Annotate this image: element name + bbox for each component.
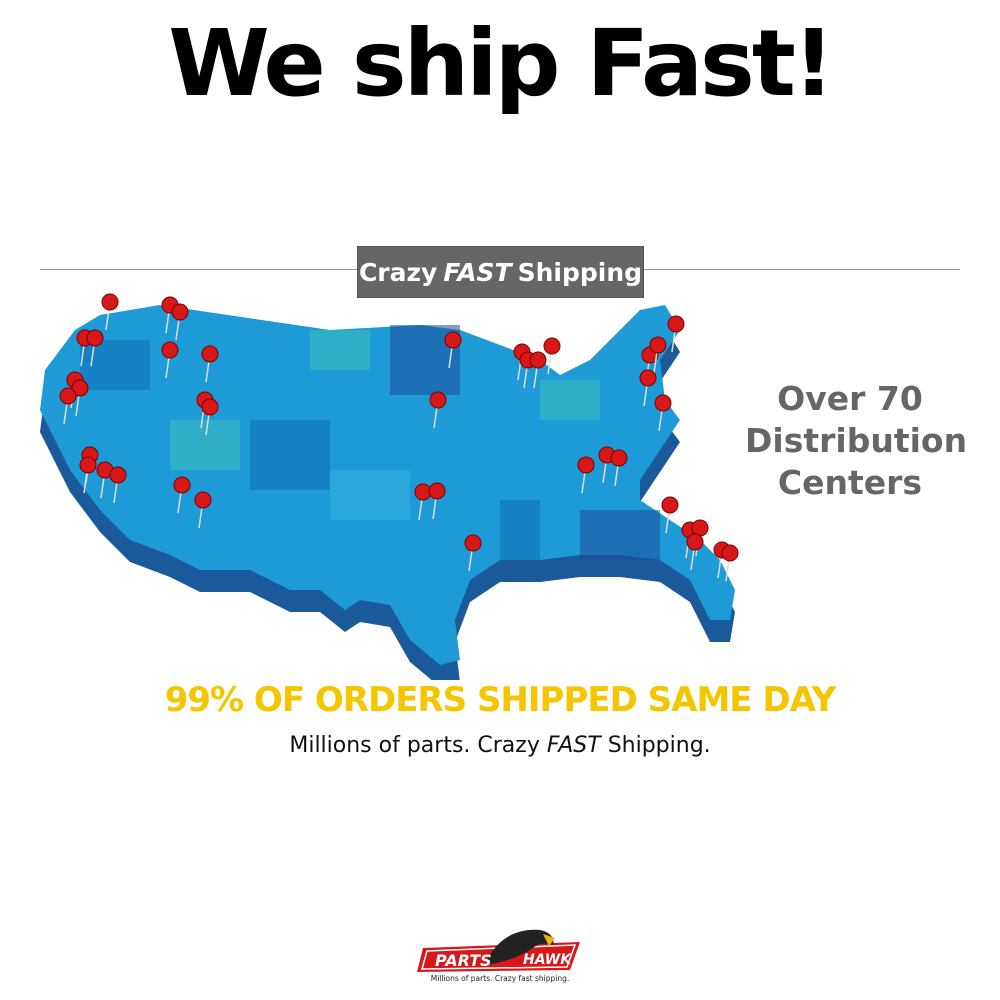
banner-post: Shipping	[517, 257, 643, 287]
callout-line-1: Over 70	[777, 379, 923, 418]
distribution-pin	[173, 476, 191, 514]
distribution-pin	[428, 482, 446, 520]
distribution-pin	[444, 331, 462, 369]
distribution-pin	[610, 449, 628, 487]
hawk-logo-graphic: PARTS HAWK	[417, 929, 580, 972]
us-map	[40, 293, 739, 680]
tagline-pre: Millions of parts. Crazy	[289, 733, 540, 758]
svg-text:HAWK: HAWK	[523, 952, 572, 968]
distribution-pin	[639, 369, 657, 407]
distribution-pin	[101, 293, 119, 331]
tagline-emph: FAST	[546, 733, 601, 758]
distribution-pin	[686, 533, 704, 571]
distribution-pin	[71, 379, 89, 417]
state-region	[250, 420, 330, 490]
headline: We ship Fast!	[168, 10, 835, 117]
distribution-pin	[59, 387, 77, 425]
parts-hawk-logo: PARTS HAWK Millions of parts. Crazy fast…	[415, 920, 585, 988]
distribution-pin	[414, 483, 432, 521]
banner-pre: Crazy	[358, 257, 438, 287]
distribution-pin	[79, 456, 97, 494]
shipping-banner: Crazy FAST Shipping	[357, 246, 644, 298]
distribution-pin	[529, 351, 547, 389]
distribution-pin	[654, 394, 672, 432]
distribution-pin	[201, 398, 219, 436]
divider-left	[40, 269, 358, 270]
distribution-pin	[429, 391, 447, 429]
state-region	[330, 470, 410, 520]
svg-text:PARTS: PARTS	[435, 951, 492, 970]
distribution-pin	[577, 456, 595, 494]
callout-line-3: Centers	[777, 463, 923, 502]
distribution-pin	[667, 315, 685, 353]
state-region	[310, 330, 370, 370]
distribution-pin	[201, 345, 219, 383]
distribution-callout: Over 70 Distribution Centers	[745, 378, 968, 504]
distribution-pin	[194, 491, 212, 529]
distribution-pin	[543, 337, 561, 375]
distribution-pin	[721, 544, 739, 582]
tagline: Millions of parts. Crazy FAST Shipping.	[0, 733, 1000, 758]
state-region	[580, 510, 660, 560]
state-region	[540, 380, 600, 420]
same-day-stat: 99% OF ORDERS SHIPPED SAME DAY	[164, 680, 837, 720]
state-region	[170, 420, 240, 470]
tagline-post: Shipping.	[607, 733, 711, 758]
state-region	[500, 500, 540, 560]
distribution-pin	[109, 466, 127, 504]
divider-right	[642, 269, 960, 270]
distribution-pin	[649, 336, 667, 374]
logo-slogan: Millions of parts. Crazy fast shipping.	[430, 974, 570, 983]
banner-emph: FAST	[443, 257, 512, 287]
distribution-pin	[86, 329, 104, 367]
distribution-pin	[171, 303, 189, 341]
distribution-pin	[161, 341, 179, 379]
distribution-pin	[96, 461, 114, 499]
distribution-pin	[464, 534, 482, 572]
callout-line-2: Distribution	[745, 421, 968, 460]
distribution-pin	[661, 496, 679, 534]
